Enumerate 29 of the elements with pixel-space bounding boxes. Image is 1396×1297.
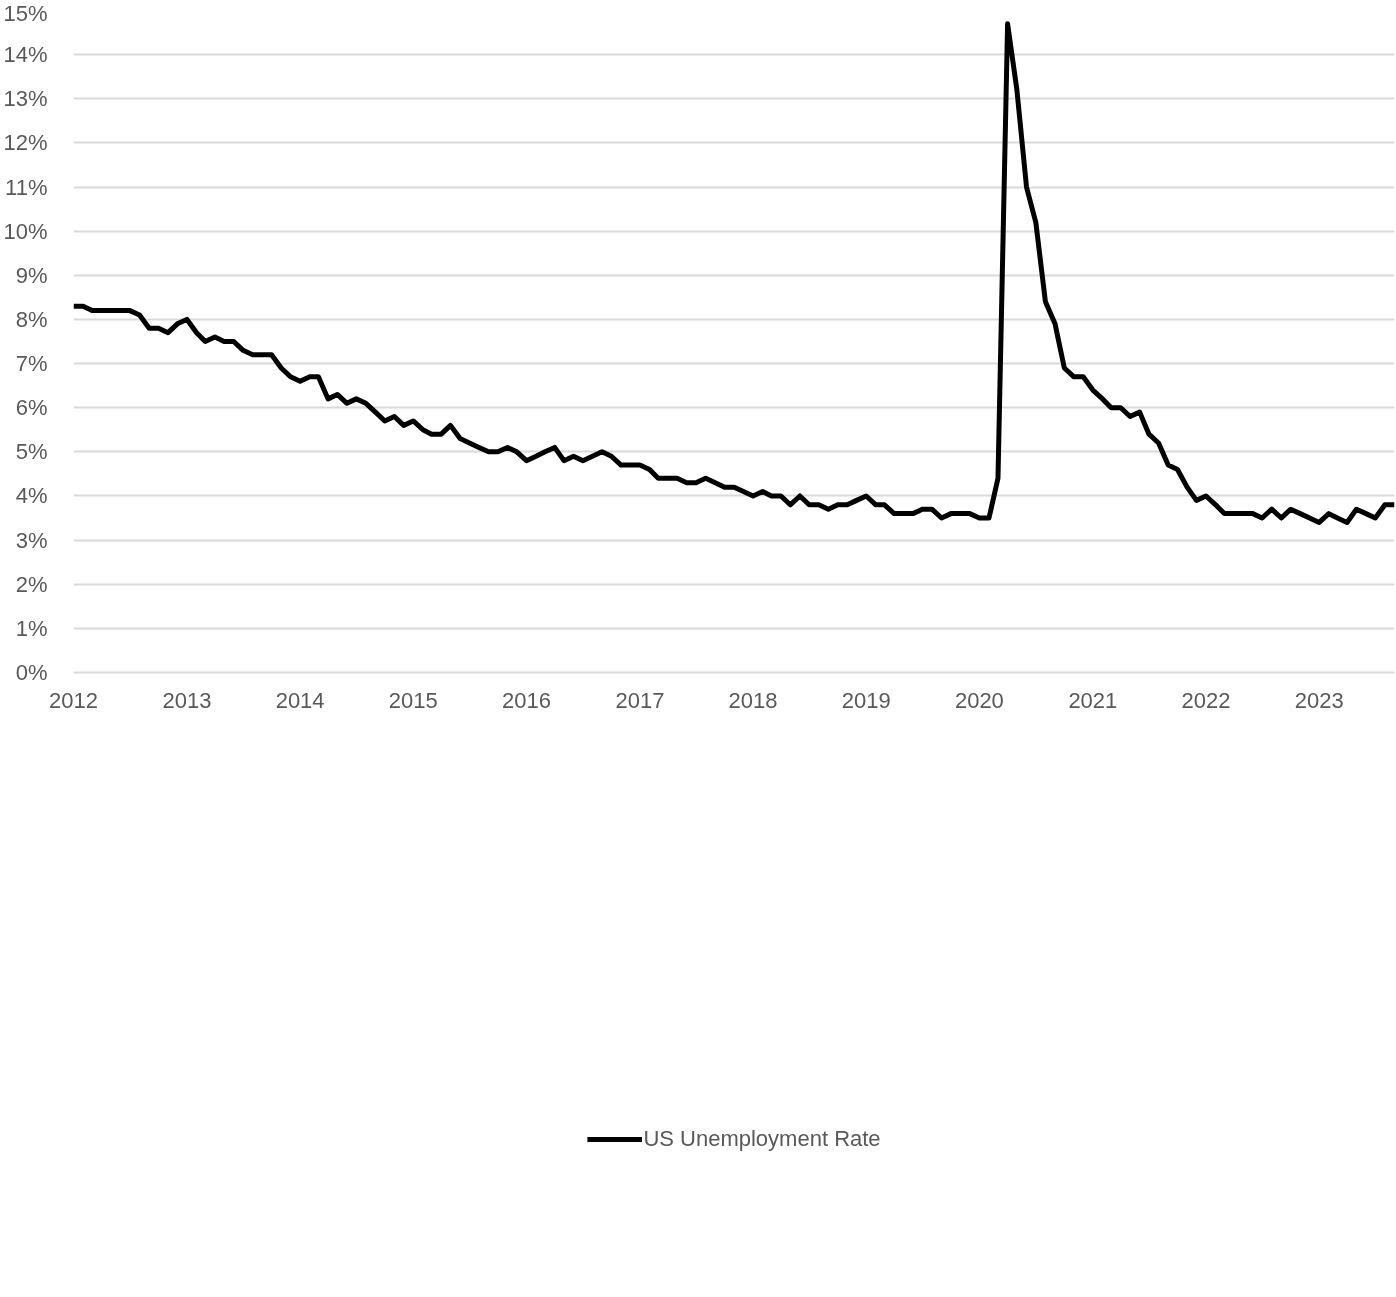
y-tick-label: 15%: [3, 0, 48, 26]
x-tick-label: 2019: [841, 687, 891, 713]
x-tick-label: 2021: [1068, 687, 1118, 713]
legend-label: US Unemployment Rate: [643, 1125, 881, 1152]
y-tick-label: 5%: [15, 439, 48, 465]
x-tick-label: 2012: [49, 687, 98, 713]
y-tick-label: 7%: [15, 351, 48, 377]
x-tick-label: 2023: [1294, 687, 1344, 713]
x-tick-label: 2022: [1181, 687, 1231, 713]
y-tick-label: 2%: [15, 571, 48, 597]
y-tick-label: 9%: [15, 262, 48, 288]
x-tick-label: 2013: [162, 687, 212, 713]
y-tick-label: 14%: [3, 42, 48, 68]
x-tick-label: 2016: [501, 687, 551, 713]
y-tick-label: 0%: [15, 660, 48, 685]
x-tick-label: 2017: [615, 687, 665, 713]
y-tick-label: 10%: [3, 218, 48, 244]
y-tick-label: 1%: [15, 615, 48, 641]
y-tick-label: 3%: [15, 527, 48, 553]
y-tick-label: 4%: [15, 483, 48, 509]
x-tick-label: 2015: [388, 687, 438, 713]
x-tick-label: 2014: [275, 687, 325, 713]
y-tick-label: 13%: [3, 86, 48, 112]
y-tick-label: 6%: [15, 395, 48, 421]
y-tick-label: 11%: [5, 174, 48, 200]
x-tick-label: 2018: [728, 687, 778, 713]
x-tick-label: 2020: [954, 687, 1004, 713]
y-tick-label: 12%: [3, 130, 48, 156]
y-tick-label: 8%: [15, 306, 48, 332]
